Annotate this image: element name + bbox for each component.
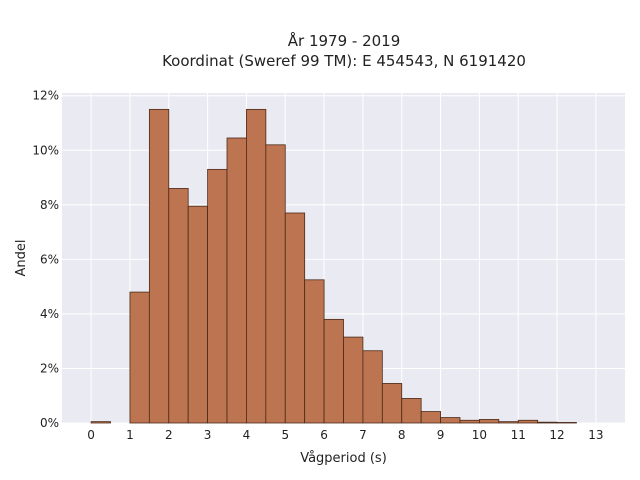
x-tick-label-0: 0 [87, 428, 95, 442]
x-tick-label-13: 13 [588, 428, 603, 442]
histogram-bar-24 [556, 422, 577, 424]
y-axis-ticks: 0% 2% 4% 6% 8% 10% 12% [32, 89, 59, 430]
histogram-bar-10 [284, 212, 306, 424]
y-tick-label-5: 10% [32, 143, 59, 157]
y-axis-label: Andel [14, 240, 29, 277]
y-tick-label-6: 12% [32, 89, 59, 103]
x-tick-label-6: 6 [320, 428, 328, 442]
x-tick-label-12: 12 [549, 428, 564, 442]
x-tick-label-5: 5 [281, 428, 289, 442]
x-axis-label: Vågperiod (s) [300, 451, 387, 466]
histogram-bar-21 [498, 421, 519, 424]
x-tick-label-11: 11 [511, 428, 526, 442]
histogram-bar-23 [537, 421, 558, 424]
chart-title-line-1: År 1979 - 2019 [288, 31, 401, 50]
x-tick-label-1: 1 [126, 428, 134, 442]
histogram-bar-6 [207, 168, 228, 424]
histogram-bar-5 [187, 205, 209, 424]
histogram-bar-3 [148, 108, 170, 424]
y-tick-label-2: 4% [40, 307, 59, 321]
x-axis-ticks: 0 1 2 3 4 5 6 7 8 9 10 11 12 13 [87, 428, 603, 442]
histogram-bar-20 [478, 419, 500, 424]
histogram-bar-2 [129, 291, 150, 424]
histogram-bar-12 [323, 318, 344, 424]
histogram-bar-11 [304, 279, 325, 424]
histogram-bar-4 [168, 188, 189, 424]
y-tick-label-3: 6% [40, 252, 59, 266]
histogram-bar-13 [343, 336, 364, 424]
x-tick-label-4: 4 [243, 428, 251, 442]
histogram-bar-18 [440, 417, 461, 424]
x-tick-label-10: 10 [472, 428, 487, 442]
y-tick-label-0: 0% [40, 416, 59, 430]
histogram-bar-22 [517, 419, 539, 424]
histogram-bar-19 [459, 419, 480, 424]
histogram-bars [90, 108, 577, 424]
x-tick-label-3: 3 [204, 428, 212, 442]
y-tick-label-1: 2% [40, 361, 59, 375]
x-tick-label-8: 8 [398, 428, 406, 442]
histogram-bar-14 [362, 350, 383, 424]
y-tick-label-4: 8% [40, 198, 59, 212]
x-tick-label-9: 9 [437, 428, 445, 442]
histogram-bar-0 [90, 421, 111, 424]
histogram-bar-16 [401, 398, 422, 424]
histogram-bar-9 [265, 144, 286, 424]
histogram-bar-8 [246, 108, 267, 424]
histogram-bar-15 [381, 383, 403, 424]
histogram-bar-17 [420, 411, 441, 424]
chart-title-line-2: Koordinat (Sweref 99 TM): E 454543, N 61… [162, 52, 526, 70]
x-tick-label-2: 2 [165, 428, 173, 442]
x-tick-label-7: 7 [359, 428, 367, 442]
histogram-bar-7 [226, 137, 247, 424]
